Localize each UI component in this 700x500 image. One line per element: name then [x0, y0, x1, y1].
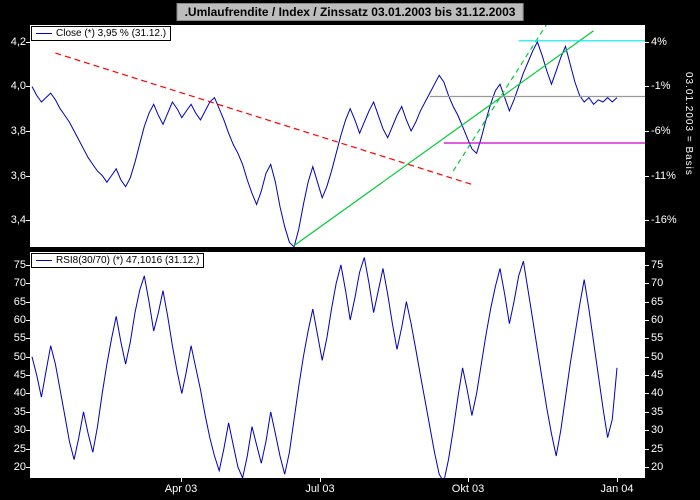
price-percent-axis-label: -1% — [651, 80, 671, 92]
uptrend-line — [293, 30, 594, 247]
rsi-y-axis-label-right: 45 — [651, 369, 664, 381]
y-axis-tick — [645, 283, 649, 284]
close-line-icon — [36, 33, 52, 34]
y-axis-tick — [645, 375, 649, 376]
rsi-y-axis-label-right: 65 — [651, 296, 664, 308]
y-axis-tick — [26, 302, 30, 303]
y-axis-tick — [645, 86, 649, 87]
y-axis-tick — [645, 265, 649, 266]
rsi-y-axis-label-left: 65 — [13, 296, 26, 308]
price-y-axis-label: 4,0 — [10, 80, 26, 92]
y-axis-tick — [645, 320, 649, 321]
y-axis-tick — [645, 430, 649, 431]
rsi-y-axis-label-left: 55 — [13, 332, 26, 344]
rsi-y-axis-label-left: 60 — [13, 314, 26, 326]
y-axis-tick — [26, 283, 30, 284]
y-axis-tick — [26, 320, 30, 321]
x-axis-tick — [617, 478, 618, 482]
x-axis-label: Jan 04 — [600, 483, 634, 495]
rsi-y-axis-label-right: 60 — [651, 314, 664, 326]
price-panel[interactable]: Close (*) 3,95 % (31.12.) — [30, 25, 645, 247]
x-axis-tick — [468, 478, 469, 482]
y-axis-tick — [26, 467, 30, 468]
rsi-y-axis-label-right: 25 — [651, 443, 664, 455]
rsi-y-axis-label-right: 20 — [651, 461, 664, 473]
y-axis-tick — [645, 42, 649, 43]
Close-series-line — [31, 40, 618, 247]
price-legend-label: Close (*) 3,95 % (31.12.) — [56, 28, 167, 39]
y-axis-tick — [26, 220, 30, 221]
rsi-y-axis-label-left: 40 — [13, 387, 26, 399]
price-y-axis-label: 3,8 — [10, 125, 26, 137]
y-axis-tick — [26, 430, 30, 431]
y-axis-tick — [645, 302, 649, 303]
y-axis-tick — [645, 131, 649, 132]
price-percent-axis-label: -6% — [651, 125, 671, 137]
rsi-y-axis-label-right: 30 — [651, 424, 664, 436]
rsi-legend: RSI8(30/70) (*) 47,1016 (31.12.) — [31, 253, 205, 268]
rsi-y-axis-label-right: 50 — [651, 351, 664, 363]
y-axis-tick — [26, 86, 30, 87]
steep-uptrend-line — [452, 25, 547, 172]
y-axis-tick — [645, 393, 649, 394]
y-axis-tick — [645, 449, 649, 450]
price-legend: Close (*) 3,95 % (31.12.) — [31, 26, 172, 41]
y-axis-tick — [26, 357, 30, 358]
y-axis-tick — [645, 467, 649, 468]
y-axis-tick — [26, 42, 30, 43]
x-axis-label: Okt 03 — [451, 483, 485, 495]
y-axis-tick — [645, 176, 649, 177]
y-axis-tick — [645, 412, 649, 413]
x-axis-tick — [181, 478, 182, 482]
price-percent-axis-label: -11% — [651, 170, 676, 182]
y-axis-tick — [26, 412, 30, 413]
rsi-legend-label: RSI8(30/70) (*) 47,1016 (31.12.) — [56, 255, 200, 266]
rsi-y-axis-label-left: 20 — [13, 461, 26, 473]
rsi-y-axis-label-left: 75 — [13, 259, 26, 271]
y-axis-tick — [26, 131, 30, 132]
price-percent-axis-label: 4% — [651, 36, 667, 48]
price-y-axis-label: 4,2 — [10, 36, 26, 48]
y-axis-tick — [26, 176, 30, 177]
basis-axis-title: 03.01.2003 = Basis — [683, 72, 694, 176]
rsi-y-axis-label-right: 70 — [651, 277, 664, 289]
rsi-plot-area[interactable] — [30, 252, 645, 478]
y-axis-tick — [645, 220, 649, 221]
price-plot-area[interactable] — [30, 25, 645, 247]
price-percent-axis-label: -16% — [651, 214, 677, 226]
rsi-y-axis-label-right: 35 — [651, 406, 664, 418]
rsi-y-axis-label-right: 40 — [651, 387, 664, 399]
y-axis-tick — [26, 449, 30, 450]
rsi-y-axis-label-left: 25 — [13, 443, 26, 455]
x-axis-label: Apr 03 — [164, 483, 198, 495]
rsi-y-axis-label-left: 35 — [13, 406, 26, 418]
price-y-axis-label: 3,6 — [10, 170, 26, 182]
rsi-panel[interactable]: RSI8(30/70) (*) 47,1016 (31.12.) — [30, 252, 645, 478]
rsi-y-axis-label-left: 50 — [13, 351, 26, 363]
y-axis-tick — [26, 338, 30, 339]
x-axis-tick — [320, 478, 321, 482]
rsi-y-axis-label-right: 75 — [651, 259, 664, 271]
rsi-line-icon — [36, 260, 52, 261]
y-axis-tick — [26, 265, 30, 266]
downtrend-line — [55, 52, 473, 186]
y-axis-tick — [645, 338, 649, 339]
chart-title: .Umlaufrendite / Index / Zinssatz 03.01.… — [176, 3, 524, 21]
rsi-y-axis-label-left: 45 — [13, 369, 26, 381]
y-axis-tick — [645, 357, 649, 358]
y-axis-tick — [26, 375, 30, 376]
RSI8-series-line — [31, 257, 618, 478]
rsi-y-axis-label-left: 70 — [13, 277, 26, 289]
x-axis-label: Jul 03 — [305, 483, 335, 495]
price-y-axis-label: 3,4 — [10, 214, 26, 226]
rsi-y-axis-label-right: 55 — [651, 332, 664, 344]
y-axis-tick — [26, 393, 30, 394]
rsi-y-axis-label-left: 30 — [13, 424, 26, 436]
